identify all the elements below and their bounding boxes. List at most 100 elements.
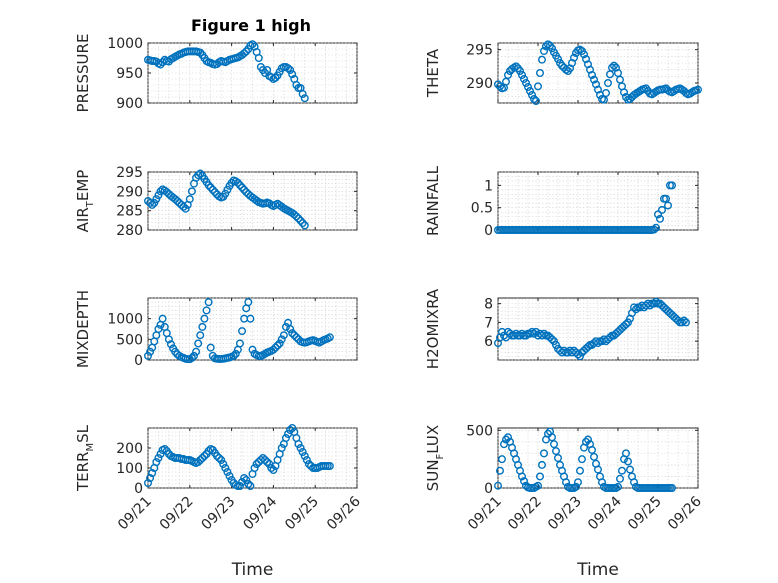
data-point xyxy=(240,49,249,58)
data-point xyxy=(150,198,159,207)
data-point xyxy=(570,53,579,62)
data-point xyxy=(210,188,219,197)
data-point xyxy=(608,63,617,72)
sun_flux-xlabel: Time xyxy=(576,560,619,580)
data-point xyxy=(520,74,529,83)
data-point xyxy=(562,478,571,487)
rainfall-axes: 0 0.5 1 RAINFALL xyxy=(424,165,699,239)
data-point xyxy=(604,78,613,87)
ylabel-main: MIXDEPTH xyxy=(74,290,92,368)
y-tick-label: 900 xyxy=(116,96,143,112)
data-point xyxy=(548,433,557,442)
data-point xyxy=(187,187,196,196)
data-point xyxy=(244,480,253,489)
data-point xyxy=(196,331,205,340)
data-point xyxy=(221,464,230,473)
data-point xyxy=(325,462,334,471)
data-point xyxy=(271,343,280,352)
y-tick-label: 950 xyxy=(116,66,143,82)
data-point xyxy=(298,448,307,457)
data-point xyxy=(279,331,288,340)
data-point xyxy=(694,85,703,94)
data-point xyxy=(288,70,297,79)
data-point xyxy=(540,449,549,458)
x-tick-label: 09/23 xyxy=(545,494,585,534)
theta-axes: 290 295 THETA xyxy=(424,40,703,105)
data-point xyxy=(590,75,599,84)
data-point xyxy=(181,204,190,213)
data-point xyxy=(602,88,611,97)
data-point xyxy=(160,445,169,454)
data-point xyxy=(288,424,297,433)
data-point xyxy=(298,219,307,228)
data-point xyxy=(512,62,521,71)
data-point xyxy=(572,482,581,491)
y-tick-label: 1 xyxy=(484,178,493,194)
data-point xyxy=(646,301,655,310)
data-point xyxy=(194,339,203,348)
data-point xyxy=(194,171,203,180)
x-tick-label: 09/22 xyxy=(157,494,197,534)
x-tick-label: 09/26 xyxy=(324,493,364,533)
data-point xyxy=(231,349,240,358)
data-point xyxy=(584,435,593,444)
data-point xyxy=(656,214,665,223)
ylabel-main: PRESSURE xyxy=(74,34,92,113)
data-point xyxy=(179,202,188,211)
data-point xyxy=(275,339,284,348)
data-point xyxy=(288,329,297,338)
ylabel-subscript: F xyxy=(435,453,446,459)
ylabel-main: SUN xyxy=(424,459,442,491)
data-point xyxy=(578,455,587,464)
data-point xyxy=(502,435,511,444)
data-point xyxy=(294,440,303,449)
x-tick-label: 09/21 xyxy=(115,494,155,534)
ylabel-subscript: T xyxy=(85,200,96,208)
data-point xyxy=(622,449,631,458)
pressure-ylabel: PRESSURE xyxy=(74,34,92,113)
data-point xyxy=(606,333,615,342)
data-point xyxy=(496,466,505,475)
data-point xyxy=(618,466,627,475)
data-point xyxy=(185,195,194,204)
ylabel-main: AIR xyxy=(74,207,92,232)
data-point xyxy=(550,440,559,449)
y-tick-label: 285 xyxy=(116,204,143,220)
data-point xyxy=(250,464,259,473)
data-point xyxy=(152,195,161,204)
data-point xyxy=(680,316,689,325)
data-point xyxy=(520,477,529,486)
data-point xyxy=(292,333,301,342)
data-point xyxy=(242,476,251,485)
data-point xyxy=(212,452,221,461)
data-point xyxy=(246,314,255,323)
data-point xyxy=(248,40,257,49)
data-point xyxy=(281,322,290,331)
data-point xyxy=(277,444,286,453)
h2omixra-ylabel: H2OMIXRA xyxy=(424,288,442,369)
data-point xyxy=(238,327,247,336)
data-point xyxy=(200,452,209,461)
data-point xyxy=(518,70,527,79)
ylabel-main: TERR xyxy=(74,452,92,493)
terr_msl-axes: 0 100 200 TERRMSL 09/21 09/22 09/23 09/24 09/25 0… xyxy=(74,424,364,580)
ylabel-tail: EMP xyxy=(74,170,92,201)
data-point xyxy=(189,351,198,360)
data-point xyxy=(652,223,661,232)
y-tick-label: 0 xyxy=(134,481,143,497)
figure-title: Figure 1 high xyxy=(191,16,311,35)
data-point xyxy=(204,181,213,190)
data-point xyxy=(277,335,286,344)
data-point xyxy=(654,210,663,219)
mixdepth-ylabel: MIXDEPTH xyxy=(74,290,92,368)
data-point xyxy=(240,474,249,483)
data-point xyxy=(296,216,305,225)
x-tick-label: 09/25 xyxy=(282,494,322,534)
data-point xyxy=(574,478,583,487)
data-point xyxy=(496,82,505,91)
data-point xyxy=(286,426,295,435)
data-point xyxy=(204,298,213,307)
data-point xyxy=(302,456,311,465)
y-tick-label: 8 xyxy=(484,297,493,313)
data-point xyxy=(300,452,309,461)
